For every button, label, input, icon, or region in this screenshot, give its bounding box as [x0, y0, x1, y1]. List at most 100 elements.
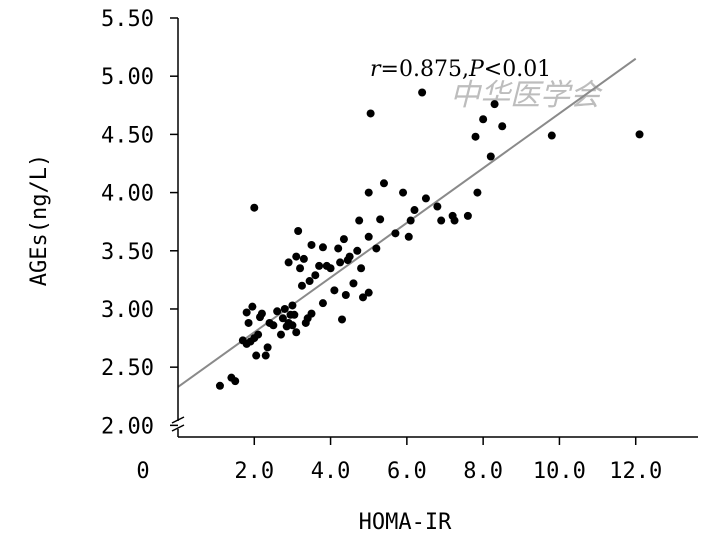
y-tick-label: 3.00	[101, 298, 154, 323]
data-point	[290, 310, 299, 319]
data-point	[372, 244, 381, 253]
data-point	[297, 281, 306, 290]
data-point	[355, 216, 364, 225]
data-point	[273, 307, 282, 316]
data-point	[379, 179, 388, 188]
data-point	[263, 343, 272, 352]
data-point	[250, 203, 259, 212]
data-point	[366, 109, 375, 118]
y-tick-label: 5.50	[101, 7, 154, 32]
data-point	[490, 100, 499, 109]
x-tick-label: 6.0	[387, 459, 427, 484]
data-point	[318, 243, 327, 252]
data-point	[299, 254, 308, 263]
data-point	[252, 351, 261, 360]
data-point	[345, 252, 354, 261]
data-point	[364, 232, 373, 241]
plot-area	[177, 57, 644, 390]
p-value: <0.01	[484, 57, 551, 82]
y-tick-label: 2.50	[101, 356, 154, 381]
data-point	[248, 302, 257, 311]
data-point	[318, 299, 327, 308]
data-point	[276, 330, 285, 339]
data-point	[463, 211, 472, 220]
data-point	[406, 216, 415, 225]
data-point	[479, 115, 488, 124]
data-point	[341, 291, 350, 300]
correlation-annotation: r=0.875,P<0.01	[370, 57, 551, 82]
data-point	[305, 277, 314, 286]
data-point	[404, 232, 413, 241]
data-point	[547, 131, 556, 140]
data-point	[421, 194, 430, 203]
data-point	[292, 252, 301, 261]
data-point	[288, 301, 297, 310]
data-point	[364, 288, 373, 297]
data-point	[231, 377, 240, 386]
data-point	[311, 271, 320, 280]
data-point	[486, 152, 495, 161]
axis-break-mark	[171, 424, 185, 432]
data-point	[471, 132, 480, 141]
y-tick-label: 5.00	[101, 65, 154, 90]
r-symbol: r	[370, 57, 382, 82]
data-point	[433, 202, 442, 211]
data-point	[635, 130, 644, 139]
data-point	[498, 122, 507, 131]
data-point	[215, 381, 224, 390]
data-point	[296, 264, 305, 273]
data-point	[338, 315, 347, 324]
data-point	[261, 351, 270, 360]
data-point	[278, 314, 287, 323]
regression-line	[177, 57, 637, 388]
data-point	[349, 279, 358, 288]
data-point	[418, 88, 427, 97]
data-point	[280, 304, 289, 313]
data-point	[364, 188, 373, 197]
x-tick-label: 2.0	[234, 459, 274, 484]
data-point	[391, 229, 400, 238]
watermark-text: 中华医学会	[450, 78, 603, 113]
r-value: =0.875,	[381, 57, 469, 82]
x-tick-label: 0	[136, 459, 149, 484]
data-point	[357, 264, 366, 273]
data-point	[269, 321, 278, 330]
p-symbol: P	[468, 57, 485, 82]
y-tick-label: 4.00	[101, 182, 154, 207]
y-tick-label: 4.50	[101, 123, 154, 148]
x-tick-label: 4.0	[311, 459, 351, 484]
data-point	[315, 261, 324, 270]
data-point	[292, 328, 301, 337]
data-point	[288, 321, 297, 330]
data-point	[242, 308, 251, 317]
data-point	[307, 240, 316, 249]
data-point	[473, 188, 482, 197]
data-point	[307, 309, 316, 318]
x-tick-label: 10.0	[533, 459, 586, 484]
data-point	[326, 264, 335, 273]
data-point	[437, 216, 446, 225]
data-point	[294, 226, 303, 235]
x-tick-label: 12.0	[609, 459, 662, 484]
data-point	[244, 318, 253, 327]
data-point	[334, 244, 343, 253]
data-point	[284, 258, 293, 267]
data-point	[358, 293, 367, 302]
data-point	[399, 188, 408, 197]
y-tick-label: 3.50	[101, 240, 154, 265]
data-point	[257, 309, 266, 318]
data-point	[330, 286, 339, 295]
y-axis-title: AGEs(ng/L)	[27, 154, 52, 286]
x-tick-label: 8.0	[463, 459, 503, 484]
x-axis-title: HOMA-IR	[359, 510, 452, 535]
data-point	[376, 215, 385, 224]
data-point	[254, 330, 263, 339]
data-point	[450, 216, 459, 225]
axis-break-mark	[171, 416, 185, 424]
data-point	[336, 258, 345, 267]
data-point	[410, 206, 419, 215]
data-point	[353, 246, 362, 255]
data-point	[339, 235, 348, 244]
y-tick-label: 2.00	[101, 414, 154, 439]
